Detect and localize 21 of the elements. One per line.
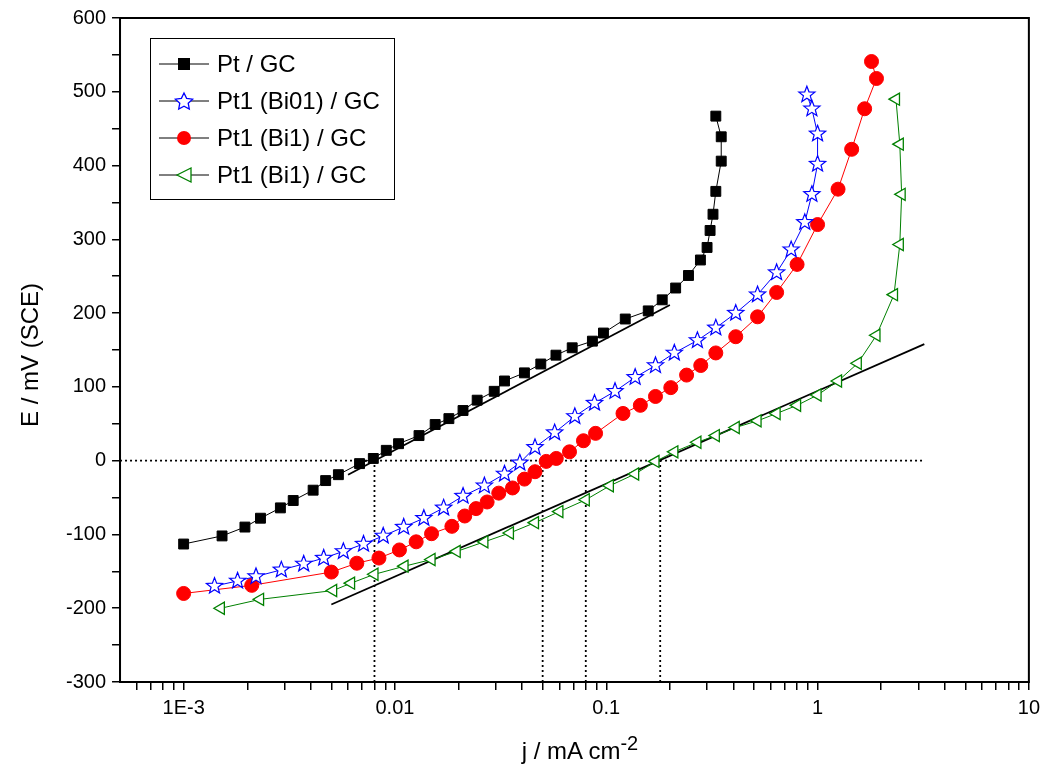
- y-tick-label: 400: [72, 153, 107, 176]
- x-tick-label: 10: [1017, 695, 1040, 718]
- x-tick-label: 0.1: [592, 695, 621, 718]
- legend-label: Pt / GC: [217, 49, 296, 78]
- x-axis-title: j / mA cm$^{-2}$: [521, 731, 639, 765]
- y-tick-label: -100: [66, 521, 107, 544]
- y-tick-label: 0: [94, 448, 107, 471]
- y-tick-label: -200: [66, 595, 107, 618]
- legend-label: Pt1 (Bi1) / GC: [217, 160, 367, 189]
- y-tick-label: 200: [72, 300, 107, 323]
- x-tick-label: 0.01: [375, 695, 415, 718]
- y-tick-label: 300: [72, 226, 107, 249]
- y-tick-label: 600: [72, 5, 107, 28]
- y-axis-title: E / mV (SCE): [16, 282, 44, 428]
- y-tick-label: -300: [66, 669, 107, 692]
- x-tick-label: 1: [812, 695, 824, 718]
- legend-label: Pt1 (Bi01) / GC: [217, 86, 380, 115]
- y-tick-label: 500: [72, 79, 107, 102]
- y-tick-label: 100: [72, 374, 107, 397]
- x-tick-label: 1E-3: [162, 695, 205, 718]
- legend-label: Pt1 (Bi1) / GC: [217, 123, 367, 152]
